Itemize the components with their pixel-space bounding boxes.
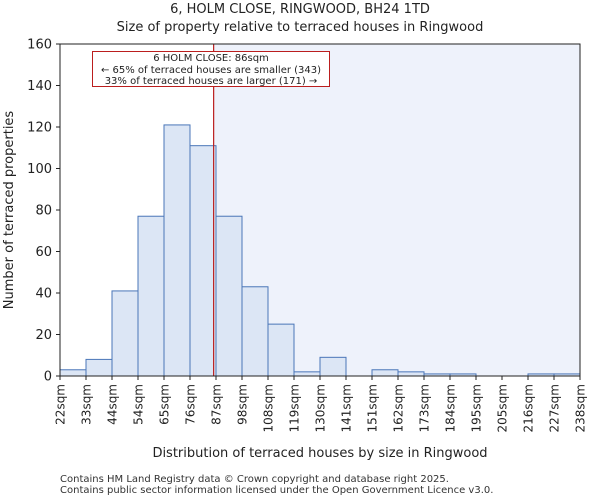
y-tick-label-140: 140 xyxy=(27,79,52,94)
y-tick-label-40: 40 xyxy=(35,287,52,302)
x-tick-label-65sqm: 65sqm xyxy=(158,384,172,425)
x-tick-label-173sqm: 173sqm xyxy=(418,384,432,432)
bar-151sqm xyxy=(371,369,399,377)
x-tick-label-76sqm: 76sqm xyxy=(184,384,198,425)
x-tick-label-87sqm: 87sqm xyxy=(210,384,224,425)
y-tick-label-20: 20 xyxy=(35,328,52,343)
chart-title-line2: Size of property relative to terraced ho… xyxy=(116,20,484,35)
bar-98sqm xyxy=(241,286,269,377)
bar-76sqm xyxy=(189,145,217,377)
x-tick-label-54sqm: 54sqm xyxy=(132,384,146,425)
footer-line1: Contains HM Land Registry data © Crown c… xyxy=(60,474,449,485)
bar-130sqm xyxy=(319,356,347,377)
annotation-line3: 33% of terraced houses are larger (171) … xyxy=(104,76,318,87)
x-tick-label-33sqm: 33sqm xyxy=(80,384,94,425)
chart-title-line1: 6, HOLM CLOSE, RINGWOOD, BH24 1TD xyxy=(170,2,430,17)
bar-22sqm xyxy=(59,369,87,377)
bar-44sqm xyxy=(111,290,139,377)
x-tick-label-227sqm: 227sqm xyxy=(548,384,562,432)
footer-line2: Contains public sector information licen… xyxy=(60,485,494,496)
y-tick-label-120: 120 xyxy=(27,121,52,136)
x-tick-label-205sqm: 205sqm xyxy=(496,384,510,432)
x-tick-label-98sqm: 98sqm xyxy=(236,384,250,425)
x-tick-label-151sqm: 151sqm xyxy=(366,384,380,432)
x-tick-label-119sqm: 119sqm xyxy=(288,384,302,432)
y-tick-label-60: 60 xyxy=(35,245,52,260)
x-tick-label-195sqm: 195sqm xyxy=(470,384,484,432)
x-tick-label-108sqm: 108sqm xyxy=(262,384,276,432)
x-tick-label-22sqm: 22sqm xyxy=(54,384,68,425)
highlight-region xyxy=(213,44,581,376)
annotation-line1: 6 HOLM CLOSE: 86sqm xyxy=(153,53,269,64)
y-tick-label-160: 160 xyxy=(27,38,52,53)
bar-54sqm xyxy=(137,215,165,377)
x-tick-label-130sqm: 130sqm xyxy=(314,384,328,432)
bar-33sqm xyxy=(85,358,113,377)
y-axis-label: Number of terraced properties xyxy=(2,111,17,310)
y-tick-label-100: 100 xyxy=(27,162,52,177)
bar-119sqm xyxy=(293,371,321,377)
bar-65sqm xyxy=(163,124,191,377)
bar-87sqm xyxy=(215,215,243,377)
annotation-line2: ← 65% of terraced houses are smaller (34… xyxy=(100,64,322,76)
x-tick-label-44sqm: 44sqm xyxy=(106,384,120,425)
y-tick-label-80: 80 xyxy=(35,204,52,219)
bar-108sqm xyxy=(267,323,295,377)
x-tick-label-162sqm: 162sqm xyxy=(392,384,406,432)
x-tick-label-141sqm: 141sqm xyxy=(340,384,354,432)
annotation-box: 6 HOLM CLOSE: 86sqm ← 65% of terraced ho… xyxy=(92,51,330,87)
x-tick-label-238sqm: 238sqm xyxy=(574,384,588,432)
x-tick-label-216sqm: 216sqm xyxy=(522,384,536,432)
x-tick-label-184sqm: 184sqm xyxy=(444,384,458,432)
x-axis-label: Distribution of terraced houses by size … xyxy=(152,446,487,461)
y-tick-label-0: 0 xyxy=(44,370,52,385)
bar-162sqm xyxy=(397,371,425,377)
